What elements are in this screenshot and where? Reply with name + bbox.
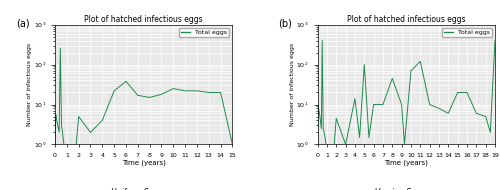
X-axis label: Time (years): Time (years): [122, 159, 166, 166]
Text: Varying Seasons: Varying Seasons: [375, 188, 438, 190]
Title: Plot of hatched infectious eggs: Plot of hatched infectious eggs: [347, 15, 466, 24]
Text: Uniform Seasons: Uniform Seasons: [112, 188, 176, 190]
Text: (a): (a): [16, 19, 30, 29]
Y-axis label: Number of infectious eggs: Number of infectious eggs: [27, 43, 32, 126]
Y-axis label: Number of infectious eggs: Number of infectious eggs: [290, 43, 294, 126]
X-axis label: Time (years): Time (years): [384, 159, 428, 166]
Legend: Total eggs: Total eggs: [179, 28, 230, 37]
Text: (b): (b): [278, 19, 292, 29]
Title: Plot of hatched infectious eggs: Plot of hatched infectious eggs: [84, 15, 203, 24]
Legend: Total eggs: Total eggs: [442, 28, 492, 37]
